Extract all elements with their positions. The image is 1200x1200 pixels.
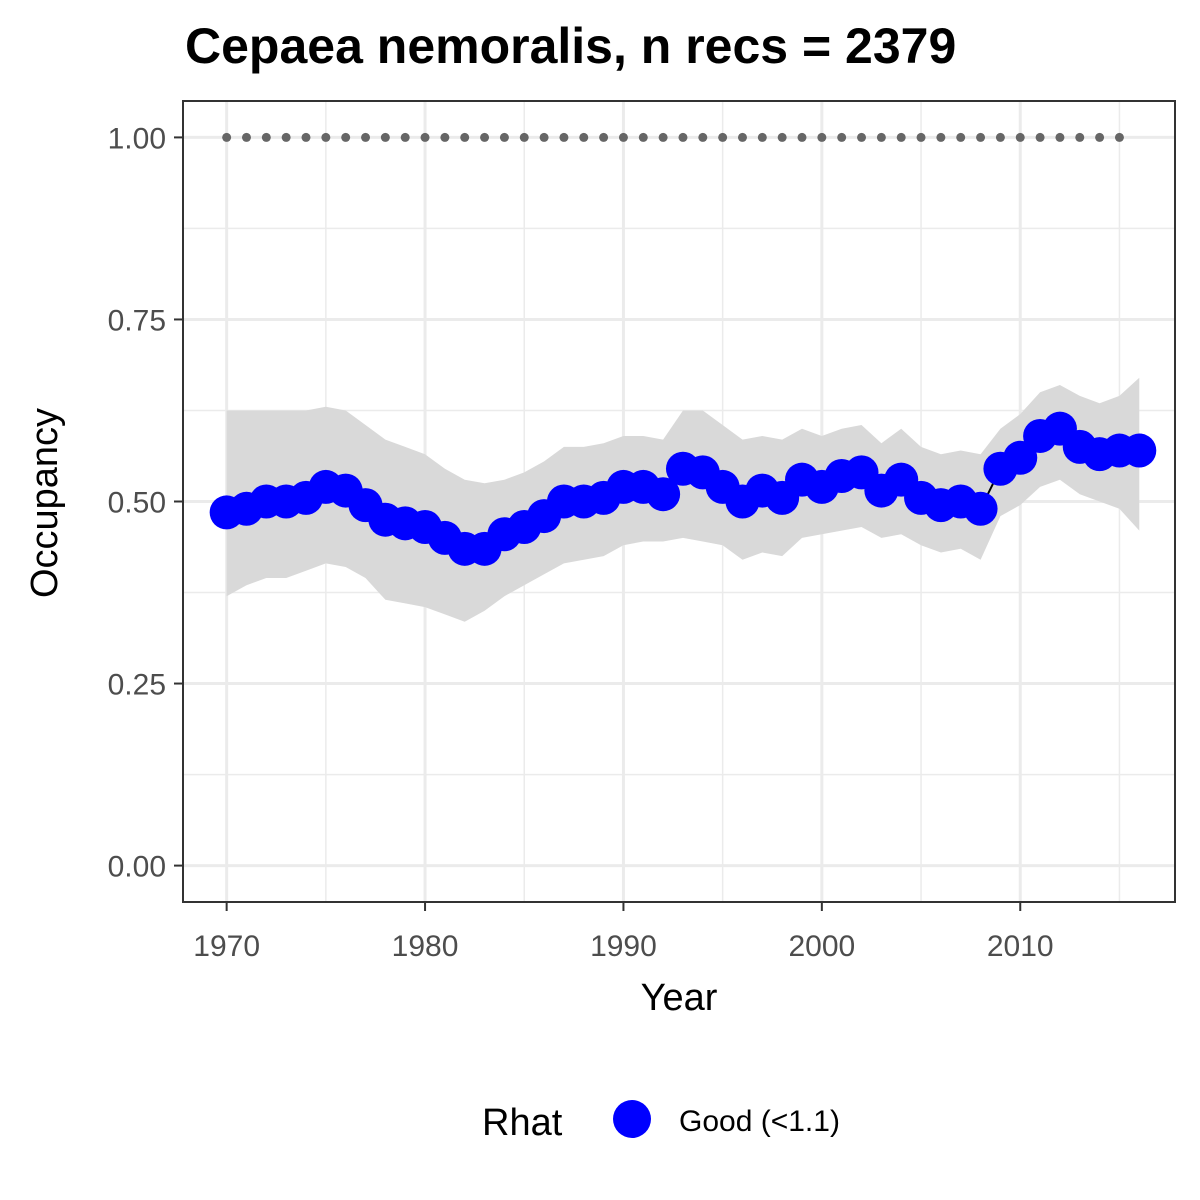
reference-point: [222, 132, 232, 142]
reference-point: [956, 132, 966, 142]
reference-point: [857, 132, 867, 142]
reference-point: [241, 132, 251, 142]
series-point-layer: [209, 132, 1157, 566]
x-tick-label: 2000: [788, 930, 855, 963]
reference-point: [559, 132, 569, 142]
reference-point: [757, 132, 767, 142]
reference-point: [797, 132, 807, 142]
occupancy-point: [646, 477, 681, 512]
y-tick-label: 0.75: [108, 304, 166, 337]
reference-point: [301, 132, 311, 142]
occupancy-point: [1003, 440, 1038, 475]
reference-point: [460, 132, 470, 142]
occupancy-point: [1122, 433, 1157, 468]
y-tick-label: 0.50: [108, 487, 166, 520]
reference-point: [1055, 132, 1065, 142]
reference-point: [579, 132, 589, 142]
reference-point: [519, 132, 529, 142]
reference-point: [1095, 132, 1105, 142]
reference-point: [936, 132, 946, 142]
axes-layer: 1970 1980 1990 2000 2010 0.00 0.25 0.50 0.75 1.00: [108, 122, 1054, 963]
reference-point: [777, 132, 787, 142]
x-axis-title: Year: [641, 977, 718, 1019]
reference-point: [718, 132, 728, 142]
occupancy-point: [963, 491, 998, 526]
reference-point: [499, 132, 509, 142]
reference-point: [480, 132, 490, 142]
y-tick-label: 0.25: [108, 669, 166, 702]
legend: Rhat Good (<1.1): [482, 1100, 840, 1144]
reference-point: [916, 132, 926, 142]
panel-border: [182, 100, 1176, 903]
reference-point: [837, 132, 847, 142]
legend-key-good: [613, 1100, 651, 1138]
reference-point: [1075, 132, 1085, 142]
reference-point: [361, 132, 371, 142]
reference-point: [698, 132, 708, 142]
reference-point: [380, 132, 390, 142]
legend-title: Rhat: [482, 1102, 563, 1144]
reference-point: [1114, 132, 1124, 142]
reference-point: [599, 132, 609, 142]
reference-point: [420, 132, 430, 142]
reference-point: [638, 132, 648, 142]
chart-title: Cepaea nemoralis, n recs = 2379: [185, 18, 956, 74]
reference-point: [737, 132, 747, 142]
reference-point: [658, 132, 668, 142]
reference-point: [281, 132, 291, 142]
reference-point: [261, 132, 271, 142]
y-tick-label: 1.00: [108, 122, 166, 155]
reference-point: [321, 132, 331, 142]
reference-point: [341, 132, 351, 142]
legend-label-good: Good (<1.1): [679, 1105, 840, 1138]
reference-point: [539, 132, 549, 142]
x-tick-label: 1990: [590, 930, 657, 963]
y-tick-label: 0.00: [108, 851, 166, 884]
reference-point: [1035, 132, 1045, 142]
reference-point: [976, 132, 986, 142]
reference-point: [896, 132, 906, 142]
x-tick-label: 1980: [392, 930, 459, 963]
y-axis-title: Occupancy: [24, 408, 66, 598]
reference-point: [618, 132, 628, 142]
reference-point: [1015, 132, 1025, 142]
x-tick-label: 1970: [193, 930, 260, 963]
x-tick-label: 2010: [987, 930, 1054, 963]
reference-point: [995, 132, 1005, 142]
reference-point: [678, 132, 688, 142]
reference-point: [400, 132, 410, 142]
reference-point: [817, 132, 827, 142]
reference-point: [440, 132, 450, 142]
reference-point: [876, 132, 886, 142]
